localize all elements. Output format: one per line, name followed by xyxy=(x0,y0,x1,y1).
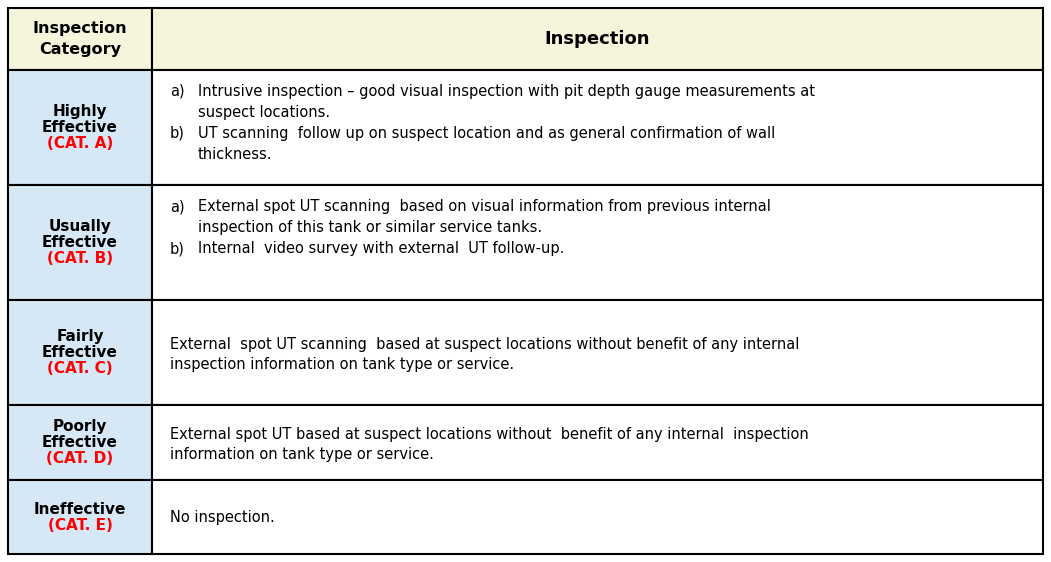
Text: Inspection: Inspection xyxy=(544,30,651,48)
Text: No inspection.: No inspection. xyxy=(170,510,274,525)
Bar xyxy=(8,70,152,185)
Text: External  spot UT scanning  based at suspect locations without benefit of any in: External spot UT scanning based at suspe… xyxy=(170,337,800,373)
Bar xyxy=(152,480,1043,554)
Text: Internal  video survey with external  UT follow-up.: Internal video survey with external UT f… xyxy=(198,241,564,256)
Text: Effective: Effective xyxy=(42,120,118,135)
Text: (CAT. D): (CAT. D) xyxy=(46,451,114,466)
Bar xyxy=(8,8,152,70)
Text: Intrusive inspection – good visual inspection with pit depth gauge measurements : Intrusive inspection – good visual inspe… xyxy=(198,84,815,120)
Text: a): a) xyxy=(170,199,185,214)
Text: External spot UT scanning  based on visual information from previous internal
in: External spot UT scanning based on visua… xyxy=(198,199,770,235)
Text: (CAT. E): (CAT. E) xyxy=(47,518,112,533)
Text: Highly: Highly xyxy=(53,104,107,119)
Text: (CAT. B): (CAT. B) xyxy=(47,251,114,266)
Text: Effective: Effective xyxy=(42,345,118,360)
Text: a): a) xyxy=(170,84,185,99)
Bar xyxy=(152,8,1043,70)
Text: Ineffective: Ineffective xyxy=(34,501,126,516)
Text: Fairly: Fairly xyxy=(56,329,104,344)
Text: UT scanning  follow up on suspect location and as general confirmation of wall
t: UT scanning follow up on suspect locatio… xyxy=(198,126,776,162)
Text: Effective: Effective xyxy=(42,235,118,250)
Bar xyxy=(8,480,152,554)
Text: b): b) xyxy=(170,126,185,141)
Text: Poorly: Poorly xyxy=(53,419,107,434)
Text: (CAT. A): (CAT. A) xyxy=(47,136,114,151)
Bar xyxy=(152,185,1043,300)
Bar xyxy=(152,70,1043,185)
Bar xyxy=(8,185,152,300)
Text: Inspection
Category: Inspection Category xyxy=(33,21,127,57)
Text: Effective: Effective xyxy=(42,435,118,450)
Bar xyxy=(152,405,1043,480)
Text: Usually: Usually xyxy=(48,219,111,234)
Bar xyxy=(8,405,152,480)
Text: (CAT. C): (CAT. C) xyxy=(47,361,112,376)
Bar xyxy=(8,300,152,405)
Text: b): b) xyxy=(170,241,185,256)
Text: External spot UT based at suspect locations without  benefit of any internal  in: External spot UT based at suspect locati… xyxy=(170,427,809,463)
Bar xyxy=(152,300,1043,405)
